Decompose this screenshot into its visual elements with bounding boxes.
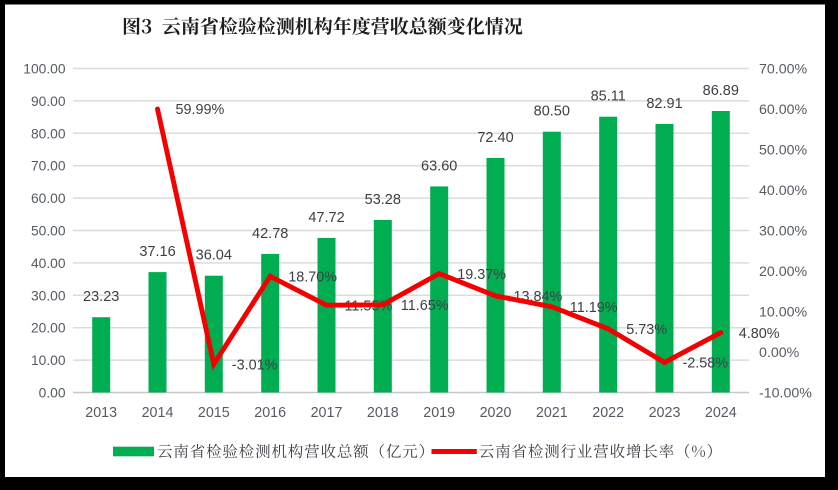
svg-text:2015: 2015 [198, 405, 230, 421]
svg-text:20.00%: 20.00% [759, 264, 808, 280]
svg-text:2013: 2013 [85, 405, 117, 421]
svg-text:20.00: 20.00 [31, 321, 66, 336]
svg-text:90.00: 90.00 [31, 94, 66, 109]
svg-text:86.89: 86.89 [703, 83, 739, 99]
svg-text:60.00%: 60.00% [759, 102, 808, 118]
svg-text:10.00: 10.00 [31, 353, 66, 368]
svg-text:2024: 2024 [705, 405, 737, 421]
svg-text:72.40: 72.40 [477, 130, 513, 146]
svg-text:2020: 2020 [480, 405, 512, 421]
svg-text:36.04: 36.04 [196, 248, 232, 264]
svg-text:19.37%: 19.37% [457, 267, 506, 283]
svg-text:2021: 2021 [536, 405, 568, 421]
svg-text:63.60: 63.60 [421, 158, 457, 174]
svg-text:30.00%: 30.00% [759, 224, 808, 240]
svg-text:0.00: 0.00 [39, 386, 66, 401]
svg-text:60.00: 60.00 [31, 191, 66, 206]
svg-text:47.72: 47.72 [308, 210, 344, 226]
svg-text:50.00%: 50.00% [759, 143, 808, 159]
svg-text:59.99%: 59.99% [176, 102, 225, 118]
svg-text:2017: 2017 [311, 405, 343, 421]
svg-text:2019: 2019 [423, 405, 455, 421]
svg-text:2023: 2023 [649, 405, 681, 421]
svg-text:-3.01%: -3.01% [232, 357, 278, 373]
svg-text:80.00: 80.00 [31, 126, 66, 141]
svg-text:53.28: 53.28 [365, 192, 401, 208]
svg-text:70.00%: 70.00% [759, 62, 808, 78]
svg-text:50.00: 50.00 [31, 224, 66, 239]
svg-text:4.80%: 4.80% [739, 326, 780, 342]
svg-text:82.91: 82.91 [646, 96, 682, 112]
svg-text:37.16: 37.16 [139, 244, 175, 260]
svg-text:10.00%: 10.00% [759, 305, 808, 321]
svg-text:80.50: 80.50 [534, 104, 570, 120]
svg-text:0.00%: 0.00% [759, 345, 800, 361]
svg-text:85.11: 85.11 [591, 89, 626, 105]
svg-text:70.00: 70.00 [31, 159, 66, 174]
svg-text:-10.00%: -10.00% [759, 386, 812, 402]
svg-text:11.65%: 11.65% [401, 298, 449, 314]
svg-text:11.19%: 11.19% [570, 300, 618, 316]
svg-text:2016: 2016 [254, 405, 286, 421]
svg-text:2014: 2014 [142, 405, 174, 421]
svg-text:30.00: 30.00 [31, 288, 66, 303]
svg-text:40.00: 40.00 [31, 256, 66, 271]
svg-text:42.78: 42.78 [252, 226, 288, 242]
svg-text:5.73%: 5.73% [626, 322, 667, 338]
svg-text:2022: 2022 [592, 405, 624, 421]
svg-text:18.70%: 18.70% [288, 270, 337, 286]
svg-text:-2.58%: -2.58% [683, 356, 729, 372]
svg-text:40.00%: 40.00% [759, 183, 808, 199]
svg-text:2018: 2018 [367, 405, 399, 421]
svg-text:100.00: 100.00 [23, 62, 66, 77]
svg-text:23.23: 23.23 [83, 289, 119, 305]
